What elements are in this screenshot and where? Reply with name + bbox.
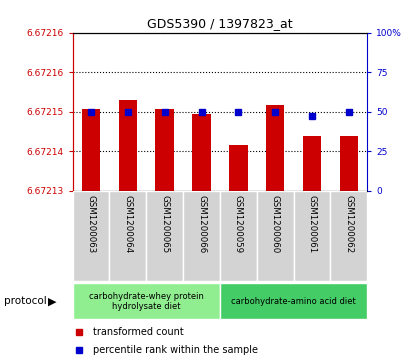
Bar [146, 191, 183, 281]
Bar [119, 100, 137, 191]
Bar [229, 146, 248, 191]
Bar [220, 283, 367, 319]
Bar [192, 114, 211, 191]
Text: GSM1200062: GSM1200062 [344, 195, 353, 253]
Bar [110, 191, 146, 281]
Bar [156, 109, 174, 191]
Bar [220, 191, 257, 281]
Bar [330, 191, 367, 281]
Bar [303, 136, 321, 191]
Text: carbohydrate-whey protein
hydrolysate diet: carbohydrate-whey protein hydrolysate di… [89, 291, 204, 311]
Bar [339, 136, 358, 191]
Bar [257, 191, 294, 281]
Text: GSM1200066: GSM1200066 [197, 195, 206, 253]
Text: GSM1200060: GSM1200060 [271, 195, 280, 253]
Bar [82, 109, 100, 191]
Bar [294, 191, 330, 281]
Text: carbohydrate-amino acid diet: carbohydrate-amino acid diet [231, 297, 356, 306]
Title: GDS5390 / 1397823_at: GDS5390 / 1397823_at [147, 17, 293, 30]
Text: GSM1200064: GSM1200064 [123, 195, 132, 253]
Text: ▶: ▶ [48, 296, 56, 306]
Text: protocol: protocol [4, 296, 47, 306]
Bar [73, 283, 220, 319]
Bar [266, 105, 284, 191]
Text: GSM1200063: GSM1200063 [87, 195, 95, 253]
Text: GSM1200065: GSM1200065 [160, 195, 169, 253]
Text: GSM1200059: GSM1200059 [234, 195, 243, 253]
Bar [73, 191, 110, 281]
Text: percentile rank within the sample: percentile rank within the sample [93, 345, 258, 355]
Text: GSM1200061: GSM1200061 [308, 195, 317, 253]
Text: transformed count: transformed count [93, 327, 184, 337]
Bar [183, 191, 220, 281]
